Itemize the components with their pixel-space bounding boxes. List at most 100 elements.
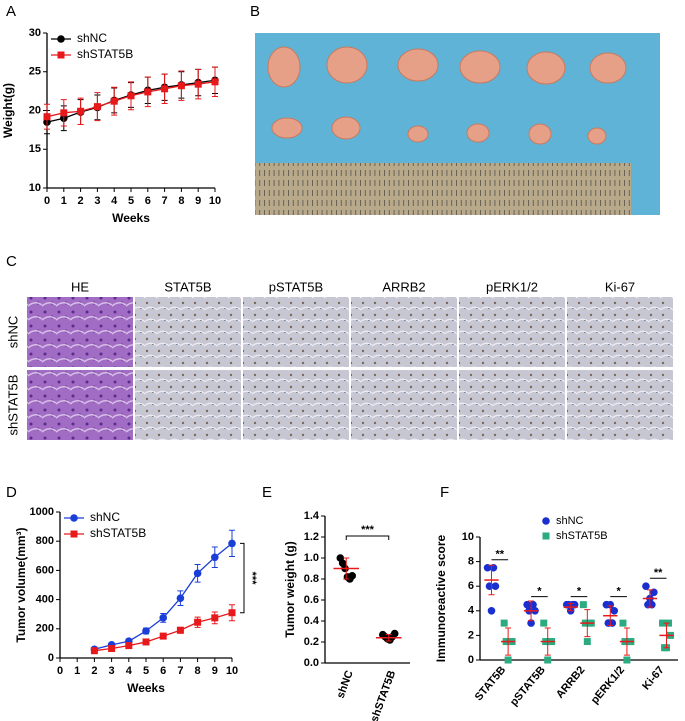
significance-label: ***: [361, 524, 375, 536]
x-tick-label: 2: [78, 195, 84, 207]
x-tick-label: 9: [212, 665, 218, 677]
x-tick-label: 10: [209, 195, 221, 207]
y-tick-label: 0.0: [304, 657, 319, 669]
marker: [159, 632, 167, 640]
legend-label: shSTAT5B: [77, 47, 133, 61]
marker: [142, 638, 150, 646]
marker: [177, 82, 185, 90]
marker: [500, 619, 508, 627]
y-tick-label: 600: [36, 564, 54, 576]
marker: [70, 530, 78, 538]
marker: [523, 600, 531, 609]
stain-header: STAT5B: [164, 279, 211, 294]
marker: [57, 35, 65, 43]
x-tick-label: STAT5B: [473, 664, 509, 703]
marker: [610, 607, 619, 615]
y-tick-label: 0: [48, 652, 54, 664]
significance-bracket: [345, 535, 390, 540]
marker: [93, 103, 101, 111]
legend-label: shNC: [77, 31, 107, 45]
chart: 10 15 20 25 30 Weight(g) 0 1 2 3 4 5 6 7 8 9 10 Weeks shNC…: [1, 27, 221, 225]
marker: [110, 97, 118, 105]
marker: [194, 618, 202, 626]
marker: [211, 614, 219, 622]
marker: [60, 109, 68, 117]
marker: [390, 629, 399, 638]
marker: [619, 619, 627, 627]
marker: [544, 656, 552, 664]
histology-image: [135, 370, 241, 440]
stain-header: Ki-67: [605, 279, 635, 294]
significance-label: *: [577, 586, 582, 598]
stain-header: pERK1/2: [486, 279, 538, 294]
x-tick-label: 4: [111, 195, 118, 207]
panel-label: F: [440, 484, 449, 501]
y-tick-label: 400: [36, 594, 54, 606]
marker: [90, 647, 98, 655]
marker: [77, 107, 85, 115]
x-tick-label: 10: [226, 665, 238, 677]
marker: [487, 607, 496, 615]
histology-image: [243, 370, 349, 440]
marker: [527, 619, 535, 627]
marker: [228, 539, 236, 548]
y-tick-label: 1.2: [304, 531, 319, 543]
stain-header: pSTAT5B: [269, 279, 323, 294]
x-tick-label: ARRB2: [554, 664, 588, 701]
marker: [659, 619, 667, 627]
marker: [57, 51, 65, 59]
marker: [176, 626, 184, 634]
panel-label: C: [6, 253, 17, 270]
histology-image: [351, 297, 457, 367]
histology-image: [567, 370, 673, 440]
x-tick-label: 2: [91, 665, 97, 677]
x-tick-label: 1: [61, 195, 67, 207]
x-tick-label: shSTAT5B: [369, 669, 399, 721]
group-label: shSTAT5B: [5, 375, 20, 436]
marker: [228, 609, 236, 617]
x-tick-label: 7: [177, 665, 183, 677]
panel-label: B: [250, 3, 260, 20]
histology-image: [459, 297, 565, 367]
y-tick-label: 15: [29, 143, 41, 155]
histology-image: [243, 297, 349, 367]
x-tick-label: 5: [128, 195, 134, 207]
x-tick-label: 0: [44, 195, 50, 207]
y-tick-label: 8: [468, 556, 474, 568]
x-tick-label: 6: [160, 665, 166, 677]
marker: [650, 588, 658, 597]
histology-image: [27, 297, 133, 367]
x-tick-label: Ki-67: [640, 664, 666, 692]
y-tick-label: 0.8: [304, 573, 319, 585]
y-tick-label: 1000: [30, 506, 54, 518]
y-tick-label: 4: [468, 605, 475, 617]
x-tick-label: 7: [162, 195, 168, 207]
histology-image: [351, 370, 457, 440]
y-axis-label: Tumor weight (g): [283, 541, 297, 637]
x-tick-label: 4: [126, 665, 133, 677]
marker: [348, 572, 357, 580]
marker: [483, 563, 492, 572]
marker: [606, 600, 615, 609]
marker: [125, 642, 133, 650]
significance-label: ***: [246, 572, 258, 586]
y-tick-label: 0.4: [304, 615, 320, 627]
tumor-photo: [255, 33, 660, 215]
y-tick-label: 10: [462, 531, 474, 543]
y-tick-label: 1.4: [304, 510, 320, 522]
significance-label: **: [496, 549, 505, 561]
y-tick-label: 0.2: [304, 636, 319, 648]
marker: [193, 569, 202, 578]
marker: [161, 85, 169, 93]
chart: 0.0 0.2 0.4 0.6 0.8 1.0 1.2 1.4 Tumor weight (g)…: [283, 510, 410, 721]
marker: [491, 582, 500, 590]
x-tick-label: pSTAT5B: [508, 664, 548, 708]
marker: [43, 113, 51, 121]
marker: [504, 656, 512, 664]
x-tick-label: shNC: [335, 669, 356, 700]
x-tick-label: 3: [94, 195, 100, 207]
y-axis-label: Immunoreactive score: [434, 534, 448, 662]
